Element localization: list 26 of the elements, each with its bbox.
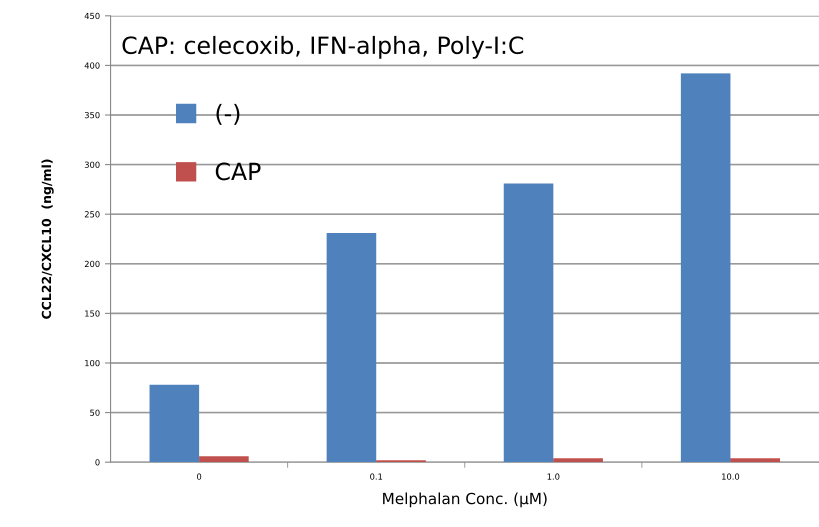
y-tick-label: 250 [84, 211, 100, 218]
bar [150, 384, 200, 462]
y-tick-label: 300 [84, 162, 100, 168]
y-tick-label: 200 [84, 260, 100, 268]
bar [680, 73, 730, 462]
bar [553, 458, 603, 462]
y-tick-label: 150 [85, 310, 100, 317]
y-axis-title: CCL22/CXCL10 (ng/ml) [41, 160, 54, 319]
bar [730, 458, 780, 462]
bar [199, 456, 249, 462]
x-axis-title: Melphalan Conc. (µM) [383, 492, 547, 508]
y-tick-label: 100 [85, 360, 100, 366]
text: CAP: celecoxib, IFN-alpha, Poly-I:C [122, 36, 524, 59]
bar [326, 233, 376, 462]
x-tick-label: 10.0 [722, 473, 740, 480]
legend-label: (-) [216, 104, 240, 125]
x-tick-label: 1.0 [548, 473, 560, 480]
y-tick-label: 50 [90, 410, 100, 416]
y-tick-label: 350 [84, 112, 100, 118]
y-tick-label: 0 [95, 459, 100, 466]
x-tick-label: 0 [197, 473, 202, 480]
y-tick-label: 450 [84, 12, 100, 20]
bar [504, 183, 554, 462]
legend-label: CAP [216, 162, 261, 180]
x-tick-label: 0.1 [370, 473, 382, 480]
y-tick-label: 400 [84, 62, 100, 69]
